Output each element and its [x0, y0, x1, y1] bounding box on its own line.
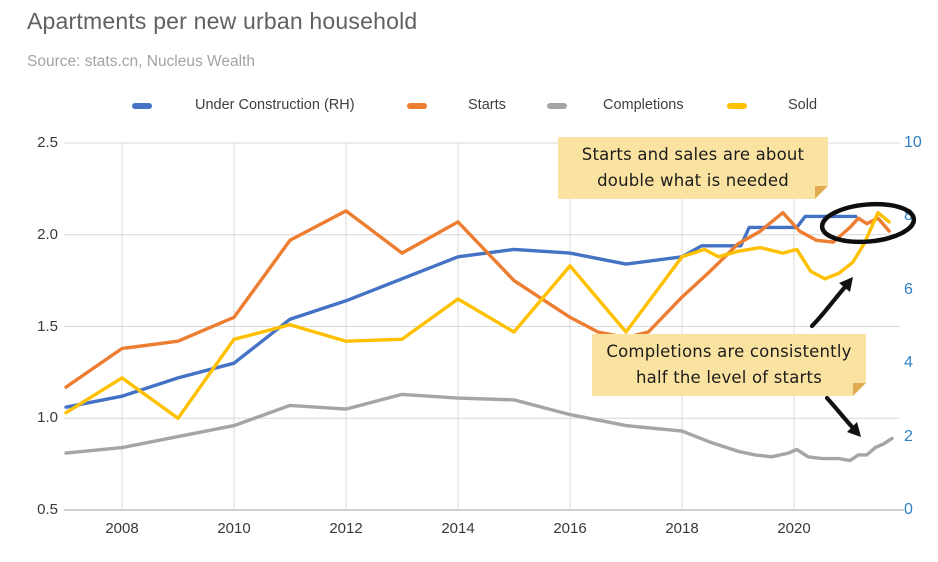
annotation-text-line: half the level of starts — [636, 368, 822, 387]
x-axis-tick: 2018 — [665, 520, 699, 537]
arrow-to-sold-head-icon — [839, 277, 853, 292]
right-axis-tick: 2 — [904, 427, 913, 445]
left-axis-tick: 1.0 — [37, 409, 58, 427]
series-line-completions — [64, 392, 894, 463]
x-axis-tick: 2008 — [105, 520, 139, 537]
x-axis-tick: 2016 — [553, 520, 587, 537]
left-axis-tick: 2.0 — [37, 225, 58, 243]
legend-dash-sold — [727, 103, 747, 109]
annotation-note-starts-sales: Starts and sales are about double what i… — [558, 137, 828, 199]
ellipse-highlight-icon — [819, 201, 917, 245]
left-axis-tick: 2.5 — [37, 134, 58, 151]
legend-label: Completions — [603, 97, 684, 113]
right-axis-tick: 10 — [904, 134, 922, 151]
series-line-under-construction-rh — [64, 214, 858, 409]
source-caption: Source: stats.cn, Nucleus Wealth — [27, 53, 256, 70]
x-axis-tick: 2012 — [329, 520, 363, 537]
annotation-text-line: Starts and sales are about — [581, 145, 805, 165]
left-axis-tick: 1.5 — [37, 317, 58, 335]
arrow-to-completions-icon — [824, 395, 856, 431]
annotation-text-line: double what is needed — [597, 171, 789, 190]
x-axis-tick: 2014 — [441, 520, 475, 537]
legend-label: Starts — [468, 97, 506, 113]
series-line-starts — [64, 209, 891, 389]
right-axis-tick: 4 — [904, 354, 913, 372]
legend-label: Sold — [788, 97, 818, 113]
annotation-text-line: Completions are consistently — [606, 342, 852, 362]
page-title: Apartments per new urban household — [27, 8, 418, 34]
legend-dash-starts — [407, 103, 427, 109]
legend-label: Under Construction (RH) — [195, 97, 355, 113]
right-axis-tick: 6 — [904, 280, 913, 298]
series-line-sold — [64, 210, 891, 420]
chart-legend: Under Construction (RH) Starts Completio… — [0, 95, 938, 117]
right-axis-tick: 0 — [904, 501, 913, 518]
right-axis-tick: 8 — [904, 207, 913, 225]
legend-dash-under-construction — [132, 103, 152, 109]
arrow-to-sold-icon — [809, 284, 848, 329]
legend-dash-completions — [547, 103, 567, 109]
arrow-to-completions-head-icon — [847, 422, 861, 437]
x-axis-tick: 2020 — [777, 520, 811, 537]
left-axis-tick: 0.5 — [37, 501, 58, 518]
annotation-note-completions: Completions are consistently half the le… — [592, 334, 866, 396]
x-axis-tick: 2010 — [217, 520, 251, 537]
